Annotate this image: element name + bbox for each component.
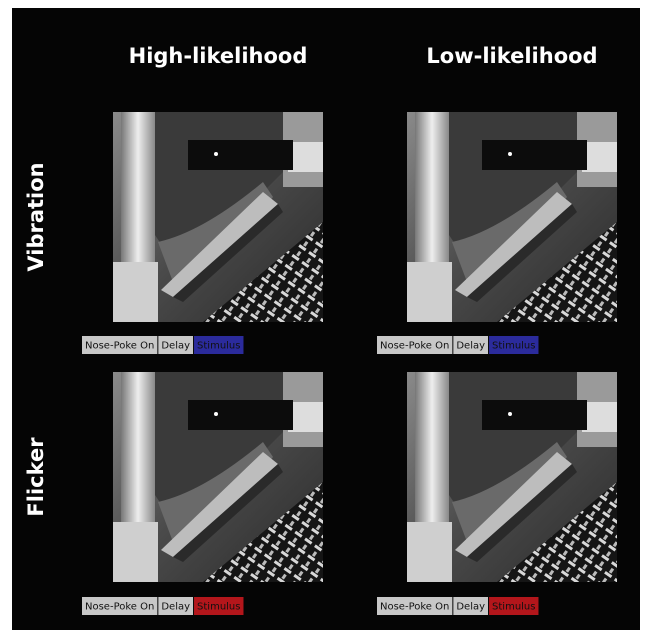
row-label: Flicker	[24, 437, 48, 517]
phase-tag	[82, 597, 158, 615]
column-header: Low-likelihood	[426, 44, 597, 68]
video-frame	[113, 112, 323, 322]
video-frame	[407, 112, 617, 322]
phase-label: Delay	[456, 602, 485, 613]
phase-label: Stimulus	[197, 602, 240, 613]
phase-tag	[158, 597, 194, 615]
phase-label: Stimulus	[492, 602, 535, 613]
phase-label: Delay	[161, 602, 190, 613]
phase-label: Nose-Poke On	[380, 602, 449, 613]
phase-tag	[489, 597, 539, 615]
phase-tag	[453, 336, 489, 354]
phase-label: Nose-Poke On	[380, 341, 449, 352]
phase-tag	[158, 336, 194, 354]
phase-tag	[377, 597, 453, 615]
phase-tag	[194, 597, 244, 615]
phase-label: Nose-Poke On	[85, 602, 154, 613]
phase-label: Delay	[161, 341, 190, 352]
phase-label: Stimulus	[197, 341, 240, 352]
phase-tag	[194, 336, 244, 354]
phase-label: Stimulus	[492, 341, 535, 352]
phase-tag	[489, 336, 539, 354]
video-frame	[113, 372, 323, 582]
column-header: High-likelihood	[129, 44, 308, 68]
phase-label: Nose-Poke On	[85, 341, 154, 352]
phase-tag	[453, 597, 489, 615]
phase-tag	[82, 336, 158, 354]
phase-label: Delay	[456, 341, 485, 352]
row-label: Vibration	[24, 162, 48, 271]
video-frame	[407, 372, 617, 582]
phase-tag	[377, 336, 453, 354]
